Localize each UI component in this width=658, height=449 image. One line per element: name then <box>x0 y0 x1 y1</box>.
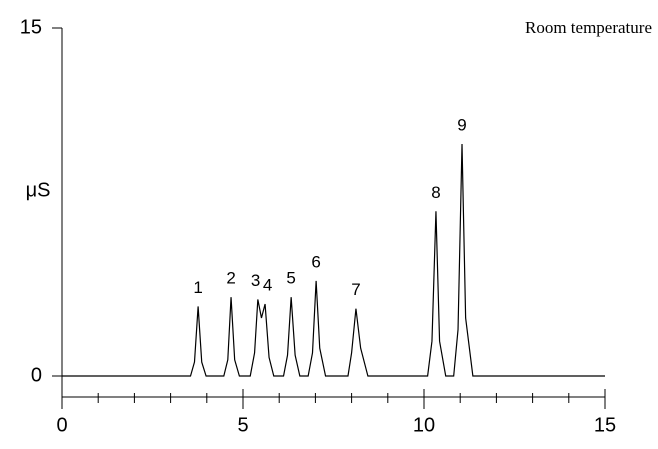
trace <box>62 143 605 377</box>
y-tick-label: 15 <box>20 16 42 38</box>
peak-label: 7 <box>351 280 360 299</box>
peak-label: 6 <box>311 252 320 271</box>
y-tick-label: 0 <box>31 364 42 386</box>
peak-label: 9 <box>457 115 466 134</box>
x-tick-label: 0 <box>56 414 67 436</box>
y-axis-label: μS <box>26 179 51 201</box>
peak-label: 1 <box>193 278 202 297</box>
x-tick-label: 15 <box>594 414 616 436</box>
peak-label: 8 <box>431 183 440 202</box>
x-tick-label: 10 <box>413 414 435 436</box>
x-tick-label: 5 <box>237 414 248 436</box>
annotation: Room temperature <box>525 18 652 37</box>
peak-label: 3 <box>251 271 260 290</box>
peak-label: 2 <box>226 269 235 288</box>
peak-label: 5 <box>286 269 295 288</box>
peak-label: 4 <box>263 276 272 295</box>
